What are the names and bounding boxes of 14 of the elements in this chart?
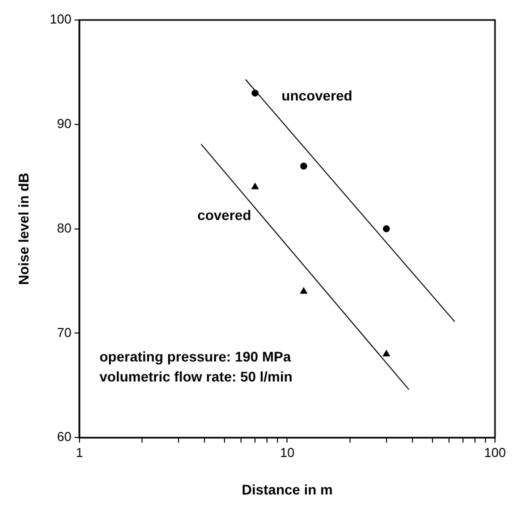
x-tick-label: 100 — [484, 444, 506, 460]
x-tick-label: 1 — [76, 444, 84, 460]
x-tick-label: 10 — [280, 444, 294, 460]
series-label: uncovered — [282, 87, 352, 104]
y-tick-label: 70 — [57, 324, 72, 340]
annotation: operating pressure: 190 MPa — [99, 348, 292, 364]
y-tick-label: 60 — [57, 429, 72, 444]
annotation: volumetric flow rate: 50 l/min — [99, 368, 292, 384]
series-label: covered — [197, 207, 252, 224]
y-axis-title: Noise level in dB — [15, 172, 32, 285]
x-axis-title: Distance in m — [242, 481, 333, 498]
y-tick-label: 100 — [50, 12, 72, 27]
y-tick-label: 80 — [57, 220, 72, 236]
y-tick-label: 90 — [57, 116, 72, 131]
